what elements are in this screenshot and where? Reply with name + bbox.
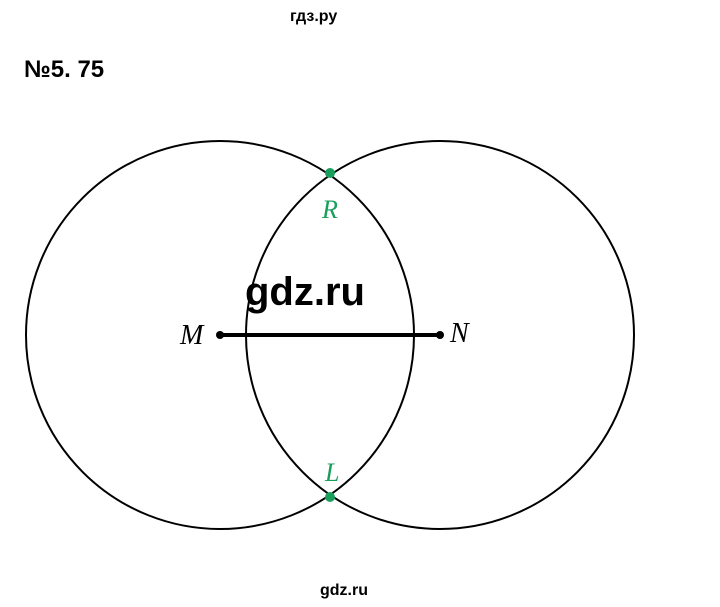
center-dot-m <box>216 331 224 339</box>
footer-text: gdz.ru <box>320 582 368 600</box>
header-text: гдз.ру <box>290 8 337 26</box>
label-r: R <box>322 195 338 225</box>
intersection-bottom-dot <box>325 492 335 502</box>
center-dot-n <box>436 331 444 339</box>
label-l: L <box>325 458 339 488</box>
center-line <box>220 333 440 337</box>
label-n: N <box>450 318 469 350</box>
label-m: M <box>180 320 203 352</box>
problem-number: №5. 75 <box>24 56 104 84</box>
watermark-text: gdz.ru <box>245 270 365 315</box>
intersection-top-dot <box>325 168 335 178</box>
